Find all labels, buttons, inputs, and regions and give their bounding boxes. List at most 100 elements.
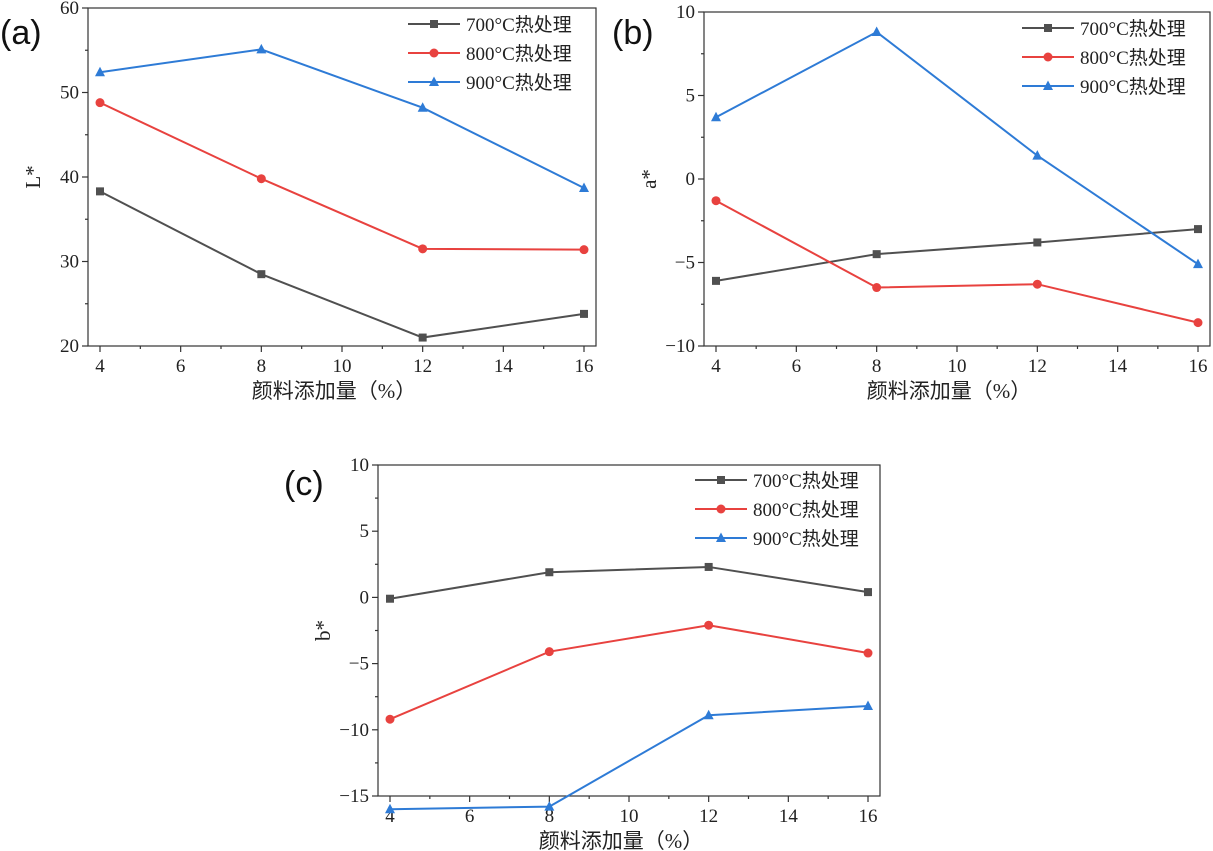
- x-tick-label: 12: [413, 356, 432, 377]
- data-point: [872, 283, 882, 293]
- x-tick-label: 10: [948, 356, 967, 377]
- x-tick-label: 10: [620, 806, 639, 827]
- legend-entry-1: 800°C热处理: [408, 43, 572, 65]
- data-point: [96, 187, 104, 196]
- data-point: [704, 562, 713, 571]
- data-point: [863, 700, 873, 710]
- series-line: [715, 199, 1199, 324]
- legend-label: 900°C热处理: [466, 72, 572, 94]
- series-1: [711, 196, 1203, 328]
- legend-entry-2: 900°C热处理: [695, 528, 859, 550]
- x-axis-title: 颜料添加量（%）: [539, 829, 704, 851]
- data-point: [256, 174, 266, 184]
- data-point: [703, 709, 714, 720]
- data-point: [1032, 279, 1042, 289]
- y-tick-label: 0: [360, 587, 370, 608]
- x-tick-label: 10: [333, 356, 352, 377]
- y-tick-label: −10: [339, 720, 369, 741]
- data-point: [95, 98, 105, 108]
- legend-label: 900°C热处理: [753, 528, 859, 550]
- y-tick-label: 40: [60, 167, 79, 188]
- x-tick-label: 14: [1108, 356, 1128, 377]
- legend-entry-1: 800°C热处理: [1022, 47, 1186, 69]
- x-tick-label: 4: [95, 356, 105, 377]
- y-tick-label: 30: [60, 252, 79, 273]
- series-2: [711, 26, 1203, 269]
- y-tick-label: 50: [60, 83, 79, 104]
- y-tick-label: 60: [60, 0, 79, 19]
- data-point: [1033, 238, 1042, 247]
- legend-marker: [716, 532, 726, 542]
- data-point: [711, 111, 721, 122]
- y-axis-title: b*: [311, 620, 335, 641]
- data-point: [418, 244, 428, 254]
- data-point: [386, 594, 394, 603]
- data-point: [580, 309, 588, 318]
- data-point: [1193, 258, 1203, 269]
- data-point: [418, 333, 427, 342]
- chart-panel-0: 4 6 8 10 12 14 16 20 30 40 50 60 颜料添加量（%） L* (a) 700°C热…: [0, 0, 597, 403]
- y-tick-label: −5: [675, 253, 695, 274]
- data-point: [864, 588, 872, 597]
- x-tick-label: 12: [699, 806, 718, 827]
- legend-label: 700°C热处理: [1080, 18, 1186, 40]
- legend-marker: [1044, 24, 1052, 32]
- x-tick-label: 16: [575, 356, 594, 377]
- x-tick-label: 6: [465, 806, 475, 827]
- y-tick-label: −10: [665, 336, 695, 357]
- data-point: [544, 801, 555, 811]
- legend: 700°C热处理 800°C热处理 900°C热处理: [695, 470, 859, 550]
- series-2: [385, 700, 873, 814]
- x-axis-title: 颜料添加量（%）: [252, 379, 417, 403]
- data-point: [704, 620, 714, 630]
- y-tick-label: 5: [360, 521, 370, 542]
- legend-entry-2: 900°C热处理: [408, 72, 572, 94]
- series-line: [99, 48, 585, 189]
- series-line: [715, 30, 1199, 265]
- legend-marker: [716, 504, 726, 514]
- data-point: [863, 648, 873, 658]
- legend-marker: [717, 476, 725, 484]
- x-tick-label: 8: [257, 356, 267, 377]
- x-tick-label: 12: [1028, 356, 1047, 377]
- series-0: [96, 187, 588, 342]
- data-point: [1193, 318, 1203, 328]
- legend: 700°C热处理 800°C热处理 900°C热处理: [408, 14, 572, 94]
- series-line: [715, 228, 1199, 282]
- series-0: [386, 562, 872, 603]
- data-point: [711, 196, 721, 206]
- series-line: [99, 190, 585, 339]
- data-point: [712, 276, 720, 285]
- x-tick-label: 8: [545, 806, 555, 827]
- data-point: [1032, 150, 1043, 160]
- series-1: [95, 98, 589, 255]
- legend-marker: [429, 76, 439, 86]
- series-line: [389, 704, 869, 811]
- legend-label: 700°C热处理: [753, 470, 859, 492]
- legend-entry-0: 700°C热处理: [408, 14, 572, 36]
- series-1: [385, 620, 873, 724]
- data-point: [872, 250, 881, 259]
- legend-label: 800°C热处理: [1080, 47, 1186, 69]
- legend-entry-0: 700°C热处理: [1022, 18, 1186, 40]
- data-point: [256, 43, 267, 54]
- legend-label: 800°C热处理: [466, 43, 572, 65]
- y-tick-label: 10: [350, 455, 369, 476]
- data-point: [1194, 225, 1202, 234]
- legend-label: 900°C热处理: [1080, 76, 1186, 98]
- data-point: [545, 568, 554, 577]
- data-point: [579, 182, 589, 192]
- series-line: [389, 565, 869, 600]
- y-tick-label: 5: [686, 86, 696, 107]
- legend-label: 700°C热处理: [466, 14, 572, 36]
- data-point: [385, 714, 395, 724]
- data-point: [871, 26, 882, 37]
- legend-marker: [1043, 80, 1053, 90]
- x-axis-title: 颜料添加量（%）: [867, 379, 1032, 403]
- x-tick-label: 16: [859, 806, 878, 827]
- series-0: [712, 225, 1202, 285]
- y-axis-title: L*: [21, 165, 45, 188]
- panel-label: (b): [612, 14, 654, 52]
